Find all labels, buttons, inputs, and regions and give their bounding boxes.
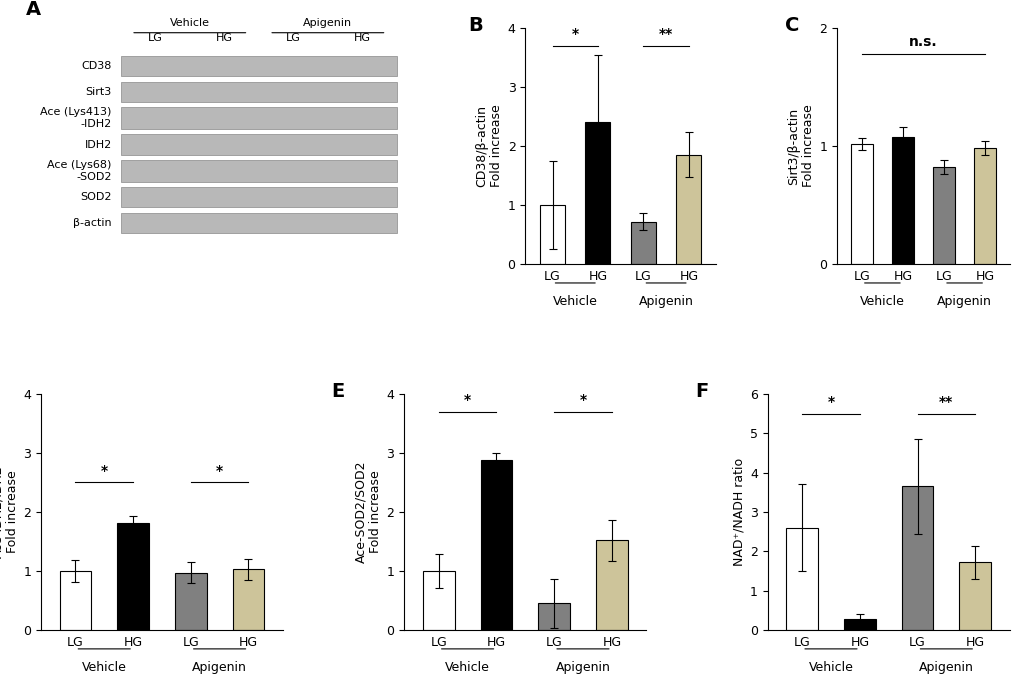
Bar bbox=[538, 603, 570, 630]
Text: HG: HG bbox=[354, 34, 371, 43]
Bar bbox=[973, 148, 996, 264]
Text: Apigenin: Apigenin bbox=[638, 295, 693, 308]
Bar bbox=[850, 144, 872, 264]
Text: Apigenin: Apigenin bbox=[303, 18, 353, 28]
Bar bbox=[959, 562, 990, 630]
Text: Vehicle: Vehicle bbox=[859, 295, 904, 308]
Text: n.s.: n.s. bbox=[908, 35, 936, 49]
Text: **: ** bbox=[938, 395, 953, 409]
Text: Apigenin: Apigenin bbox=[192, 661, 247, 673]
Bar bbox=[631, 222, 655, 264]
Y-axis label: Sirt3/β-actin
Fold increase: Sirt3/β-actin Fold increase bbox=[787, 105, 814, 188]
Bar bbox=[595, 540, 627, 630]
Text: LG: LG bbox=[285, 34, 301, 43]
Bar bbox=[480, 460, 512, 630]
Text: HG: HG bbox=[216, 34, 232, 43]
Bar bbox=[117, 523, 149, 630]
Bar bbox=[120, 188, 396, 207]
Text: *: * bbox=[571, 27, 578, 41]
Text: F: F bbox=[694, 382, 707, 401]
Text: Vehicle: Vehicle bbox=[82, 661, 126, 673]
Text: Apigenin: Apigenin bbox=[918, 661, 973, 673]
Text: Ace (Lys68)
-SOD2: Ace (Lys68) -SOD2 bbox=[47, 160, 111, 182]
Bar bbox=[232, 569, 264, 630]
Bar bbox=[539, 205, 565, 264]
Text: *: * bbox=[216, 463, 223, 477]
Bar bbox=[676, 155, 701, 264]
Bar bbox=[901, 486, 932, 630]
Bar bbox=[120, 82, 396, 102]
Bar bbox=[120, 134, 396, 155]
Text: **: ** bbox=[658, 27, 673, 41]
Bar bbox=[423, 571, 454, 630]
Bar bbox=[120, 107, 396, 130]
Bar bbox=[786, 528, 817, 630]
Bar bbox=[843, 619, 875, 630]
Bar bbox=[931, 167, 955, 264]
Text: Apigenin: Apigenin bbox=[936, 295, 991, 308]
Bar bbox=[120, 213, 396, 232]
Text: LG: LG bbox=[148, 34, 163, 43]
Text: SOD2: SOD2 bbox=[81, 193, 111, 202]
Text: Vehicle: Vehicle bbox=[169, 18, 210, 28]
Text: A: A bbox=[26, 0, 42, 19]
Text: Vehicle: Vehicle bbox=[552, 295, 597, 308]
Text: E: E bbox=[331, 382, 344, 401]
Y-axis label: Ace-IDH2/IDH2
Fold increase: Ace-IDH2/IDH2 Fold increase bbox=[0, 466, 19, 559]
Y-axis label: Ace-SOD2/SOD2
Fold increase: Ace-SOD2/SOD2 Fold increase bbox=[354, 461, 382, 564]
Bar bbox=[59, 571, 91, 630]
Y-axis label: CD38/β-actin
Fold increase: CD38/β-actin Fold increase bbox=[475, 105, 503, 188]
Bar bbox=[891, 136, 913, 264]
Text: *: * bbox=[579, 393, 586, 407]
Y-axis label: NAD⁺/NADH ratio: NAD⁺/NADH ratio bbox=[732, 458, 745, 566]
Text: Vehicle: Vehicle bbox=[808, 661, 853, 673]
Text: C: C bbox=[785, 16, 799, 35]
Text: Sirt3: Sirt3 bbox=[86, 87, 111, 97]
Text: Apigenin: Apigenin bbox=[555, 661, 609, 673]
Text: Vehicle: Vehicle bbox=[444, 661, 489, 673]
Bar bbox=[585, 122, 609, 264]
Text: β-actin: β-actin bbox=[73, 218, 111, 228]
Text: *: * bbox=[464, 393, 471, 407]
Text: *: * bbox=[826, 395, 834, 409]
Text: Ace (Lys413)
-IDH2: Ace (Lys413) -IDH2 bbox=[40, 107, 111, 129]
Text: CD38: CD38 bbox=[82, 62, 111, 71]
Text: *: * bbox=[101, 463, 108, 477]
Text: IDH2: IDH2 bbox=[85, 139, 111, 150]
Bar bbox=[120, 56, 396, 76]
Bar bbox=[174, 573, 207, 630]
Bar bbox=[120, 160, 396, 182]
Text: B: B bbox=[468, 16, 482, 35]
